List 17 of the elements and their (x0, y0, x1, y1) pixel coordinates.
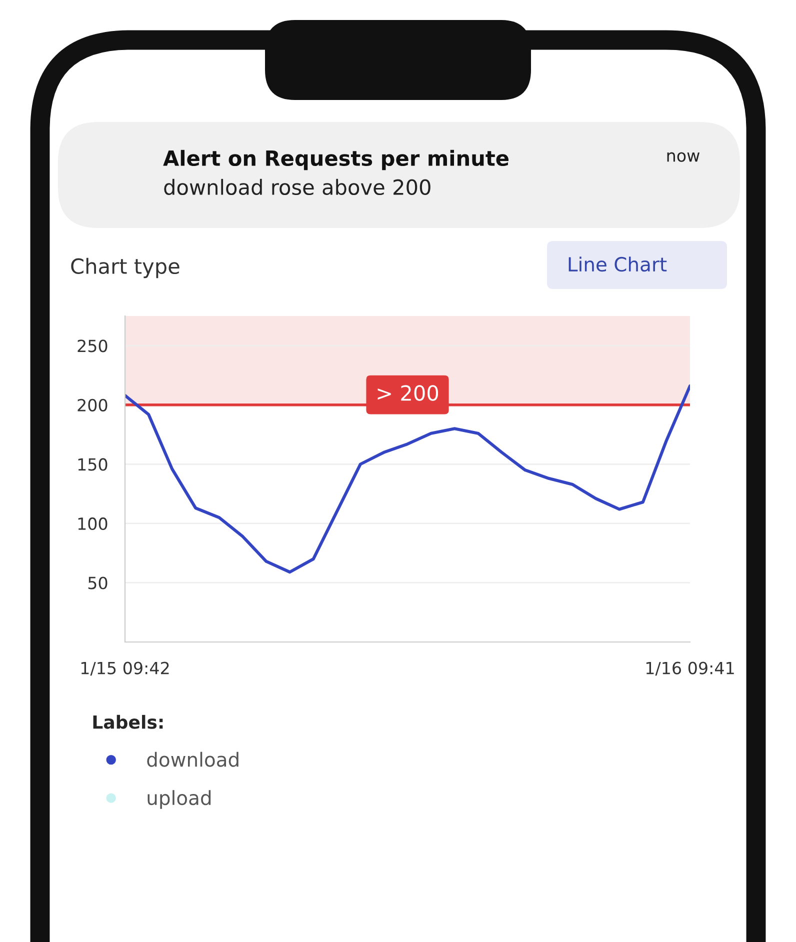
y-tick-label: 100 (78, 517, 108, 530)
y-tick-label: 150 (78, 458, 108, 471)
text: Line Chart (568, 256, 667, 272)
line-series (125, 384, 690, 574)
x-tick-label: 1/16 09:41 (646, 662, 734, 676)
legend-label: upload (148, 790, 211, 809)
text: now (667, 152, 700, 162)
chart-subtitle: download rose above 200 (164, 178, 430, 196)
legend-title: Labels: (93, 714, 163, 729)
y-tick-label: 200 (78, 398, 108, 412)
chart-title: Alert on Requests per minute (163, 150, 508, 170)
y-tick-label: 50 (88, 576, 108, 590)
x-tick-label: 1/15 09:42 (81, 662, 169, 676)
ref-line-label: > 200 (378, 385, 438, 401)
y-tick-label: 250 (78, 340, 108, 352)
legend-label: download (147, 752, 238, 767)
text: Chart type (71, 258, 180, 278)
